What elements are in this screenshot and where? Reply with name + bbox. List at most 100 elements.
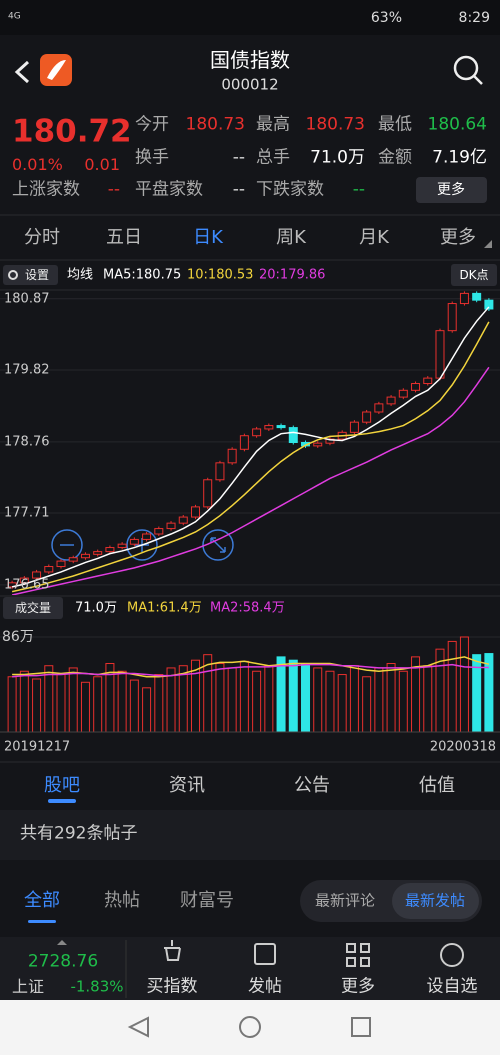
- status-bg: [0, 0, 500, 35]
- more-button[interactable]: [416, 177, 487, 203]
- volume-ma-legend: MA1:61.4万: [127, 600, 202, 616]
- period-tab[interactable]: 周K: [276, 227, 306, 248]
- volume-bar: [68, 667, 78, 733]
- settings-button: [3, 265, 58, 285]
- volume-bar: [484, 653, 494, 733]
- index-value: 2728.76: [27, 951, 99, 972]
- settings-label: 设置: [25, 268, 50, 282]
- logo-mark: [47, 60, 66, 80]
- candle-body: [215, 462, 225, 481]
- watch-icon: [440, 943, 464, 967]
- post-tab[interactable]: 全部: [24, 890, 60, 911]
- forum-tab[interactable]: 公告: [294, 775, 330, 796]
- volume-bar: [264, 665, 274, 733]
- tab-underline: [28, 920, 56, 923]
- volume-bar: [80, 681, 90, 733]
- candle-body: [19, 577, 29, 584]
- volume-bar: [129, 679, 139, 733]
- volume-bar: [325, 670, 335, 733]
- y-tick-label: 176.65: [4, 577, 50, 593]
- network: 4G: [8, 11, 21, 22]
- index-change: -1.83%: [70, 977, 124, 996]
- volume-bar: [154, 674, 164, 733]
- zoom-out[interactable]: [51, 529, 83, 561]
- volume-bar: [288, 659, 298, 733]
- volume-bar: [374, 667, 384, 733]
- post-count-bg: [0, 810, 500, 860]
- post-tab[interactable]: 热帖: [104, 890, 140, 911]
- candle-body: [166, 522, 176, 530]
- field-label: 最低: [378, 114, 412, 135]
- forum-tab[interactable]: 估值: [419, 775, 455, 796]
- period-tab[interactable]: 日K: [193, 227, 223, 248]
- candle-body: [227, 448, 237, 464]
- ma-legend: 20:179.86: [259, 267, 326, 283]
- nav-recent[interactable]: [351, 1017, 371, 1037]
- volume-bar: [7, 676, 17, 733]
- nav-back[interactable]: [127, 1016, 149, 1038]
- candle-body: [435, 330, 445, 379]
- candle-body: [398, 389, 408, 398]
- footer-button[interactable]: 买指数: [146, 976, 198, 997]
- change-pct: 0.01%: [12, 155, 63, 174]
- footer-button[interactable]: 更多: [341, 976, 375, 997]
- field-value: 180.73: [305, 114, 365, 135]
- candle-body: [129, 538, 139, 545]
- volume-bar: [252, 670, 262, 733]
- candle-body: [117, 543, 127, 549]
- zoom-in[interactable]: [126, 529, 158, 561]
- footer-button[interactable]: 设自选: [426, 976, 478, 997]
- forum-tab[interactable]: 资讯: [169, 775, 205, 796]
- forum-tab[interactable]: 股吧: [44, 775, 80, 796]
- field-label: 最高: [256, 114, 290, 135]
- sort-active: [392, 883, 479, 919]
- more-icon: [360, 943, 370, 953]
- candle-body: [239, 435, 249, 450]
- volume-bar: [472, 654, 482, 733]
- candle-body: [203, 479, 213, 508]
- search-icon[interactable]: [453, 55, 479, 81]
- dk-label: DK点: [459, 268, 489, 282]
- volume-bar: [142, 687, 152, 733]
- candle-body: [411, 383, 421, 391]
- field-value: --: [232, 147, 245, 168]
- post-tab[interactable]: 财富号: [180, 890, 234, 911]
- candle-body: [288, 427, 298, 444]
- field-value: 180.64: [427, 114, 487, 135]
- volume-bar: [423, 665, 433, 733]
- period-tab[interactable]: 五日: [106, 227, 142, 248]
- period-tab[interactable]: 更多: [440, 227, 476, 248]
- field-value: 71.0万: [310, 147, 365, 168]
- volume-bar: [178, 665, 188, 733]
- settings-icon: [8, 270, 18, 280]
- candle-body: [252, 428, 262, 437]
- period-tab[interactable]: 月K: [359, 227, 389, 248]
- volume-ma-legend: MA2:58.4万: [210, 600, 285, 616]
- volume-bar: [117, 670, 127, 733]
- nav-home[interactable]: [239, 1016, 261, 1038]
- ma-line: [11, 366, 490, 595]
- field-label: 上涨家数: [12, 179, 80, 200]
- ma-label: 均线: [67, 267, 94, 283]
- y-tick-label: 178.76: [4, 434, 50, 450]
- candle-body: [56, 560, 66, 568]
- back-icon[interactable]: [14, 60, 30, 84]
- change: 0.01: [84, 155, 120, 174]
- footer-button[interactable]: 发帖: [248, 976, 282, 997]
- candle-body: [472, 292, 482, 301]
- candle-body: [105, 547, 115, 553]
- volume-bar: [239, 660, 249, 733]
- field-value: --: [232, 179, 245, 200]
- sort-option[interactable]: 最新发帖: [404, 891, 466, 910]
- tab-underline: [48, 799, 76, 803]
- period-tab[interactable]: 分时: [24, 227, 60, 248]
- index-arrow: [57, 940, 67, 945]
- volume-bar: [337, 674, 347, 733]
- fullscreen[interactable]: [202, 529, 234, 561]
- candle-body: [154, 528, 164, 535]
- volume-bar: [93, 676, 103, 733]
- tab-more-arrow: [484, 240, 492, 248]
- candle-body: [80, 553, 90, 559]
- sort-option[interactable]: 最新评论: [314, 891, 376, 910]
